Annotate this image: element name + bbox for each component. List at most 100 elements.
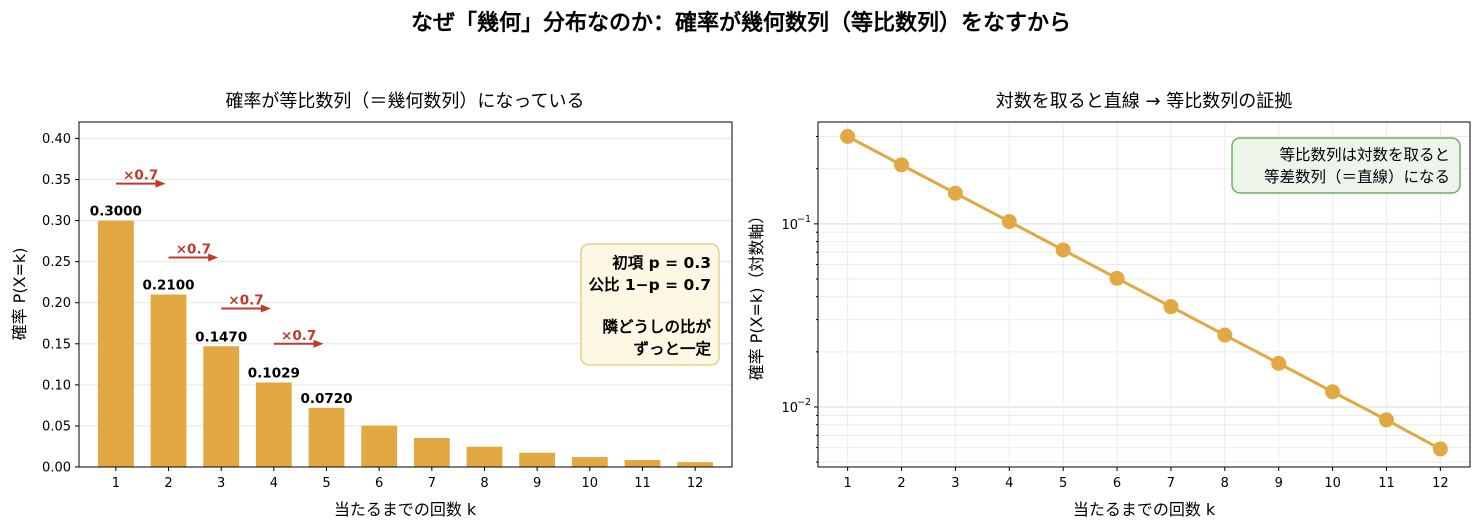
x-tick-label: 3 <box>217 476 225 491</box>
bar-11 <box>624 460 661 467</box>
x-tick-label: 10 <box>582 476 599 491</box>
bar-data-label: 0.1470 <box>195 329 247 345</box>
y-tick-label: 0.20 <box>42 296 71 311</box>
data-point-8 <box>1217 327 1233 343</box>
x-tick-label: 6 <box>1113 476 1121 491</box>
log-chart-frame <box>817 121 1471 468</box>
x-tick-label: 5 <box>322 476 330 491</box>
note-line: 隣どうしの比が <box>602 317 711 336</box>
note-line: ずっと一定 <box>633 339 711 358</box>
log-chart-y-ticks: 10−110−2 <box>781 135 818 463</box>
ratio-label: ×0.7 <box>281 328 316 344</box>
note-box <box>1231 137 1461 194</box>
x-tick-label: 5 <box>1059 476 1067 491</box>
x-tick-label: 2 <box>164 476 172 491</box>
series-line <box>846 135 1442 451</box>
bar-chart-x-label: 当たるまでの回数 k <box>334 500 477 519</box>
log-chart-y-label: 確率 P(X=k)（対数軸） <box>747 208 766 381</box>
data-point-5 <box>1055 242 1071 258</box>
bar-6 <box>361 425 398 467</box>
x-tick-label: 8 <box>480 476 488 491</box>
data-point-11 <box>1378 412 1394 428</box>
data-point-3 <box>947 185 963 201</box>
bar-3 <box>203 346 240 467</box>
data-point-2 <box>894 157 910 173</box>
bar-chart-title: 確率が等比数列（＝幾何数列）になっている <box>225 91 584 112</box>
data-point-7 <box>1163 299 1179 315</box>
data-point-9 <box>1271 355 1287 371</box>
x-tick-label: 7 <box>1167 476 1175 491</box>
x-tick-label: 9 <box>533 476 541 491</box>
note-line: 等比数列は対数を取ると <box>1279 146 1450 164</box>
bar-series <box>97 220 714 467</box>
data-point-1 <box>840 128 856 144</box>
data-point-12 <box>1432 441 1448 457</box>
y-tick-label: 0.40 <box>42 132 71 147</box>
y-tick-label: 0.15 <box>42 337 71 352</box>
ratio-arrow-head <box>155 179 166 188</box>
x-tick-label: 6 <box>375 476 383 491</box>
data-point-10 <box>1325 384 1341 400</box>
x-tick-label: 12 <box>1432 476 1449 491</box>
bar-7 <box>413 438 450 467</box>
y-tick-label: 10 <box>781 218 798 233</box>
ratio-arrow-head <box>208 253 219 262</box>
x-tick-label: 11 <box>634 476 651 491</box>
bar-chart-y-label: 確率 P(X=k) <box>10 248 29 341</box>
y-tick-label: 0.30 <box>42 214 71 229</box>
bar-chart-gridlines <box>79 137 732 468</box>
log-chart-panel: 対数を取ると直線 → 等比数列の証拠 10−110−2 1 2 3 4 5 6 7 8 9 10 1… <box>747 91 1471 519</box>
probability-series <box>840 128 1448 457</box>
y-tick-exponent: −2 <box>797 397 811 408</box>
y-tick-label: 10 <box>781 401 798 416</box>
x-tick-label: 4 <box>270 476 278 491</box>
bar-4 <box>255 382 292 467</box>
x-tick-label: 1 <box>843 476 851 491</box>
x-tick-label: 1 <box>112 476 120 491</box>
bar-chart-frame <box>78 121 733 468</box>
log-chart-x-label: 当たるまでの回数 k <box>1073 500 1216 519</box>
bar-5 <box>308 407 345 467</box>
bar-8 <box>466 446 503 467</box>
y-tick-label: 0.00 <box>42 461 71 476</box>
bar-12 <box>677 462 714 467</box>
data-point-6 <box>1109 270 1125 286</box>
figure-suptitle: なぜ「幾何」分布なのか：確率が幾何数列（等比数列）をなすから <box>411 10 1071 36</box>
x-tick-label: 3 <box>951 476 959 491</box>
bar-data-label: 0.0720 <box>300 391 352 407</box>
x-tick-label: 2 <box>897 476 905 491</box>
x-tick-label: 11 <box>1378 476 1395 491</box>
x-tick-label: 12 <box>687 476 704 491</box>
ratio-arrows: ×0.7 ×0.7 ×0.7 ×0.7 <box>115 168 324 348</box>
y-tick-label: 0.10 <box>42 378 71 393</box>
log-chart-x-ticks: 1 2 3 4 5 6 7 8 9 10 11 12 <box>843 467 1449 491</box>
bar-1 <box>97 220 134 467</box>
ratio-arrow-head <box>313 339 324 348</box>
note-line: 等差数列（＝直線）になる <box>1264 168 1450 186</box>
note-line: 公比 1−p = 0.7 <box>588 276 711 294</box>
log-chart-title: 対数を取ると直線 → 等比数列の証拠 <box>996 91 1293 112</box>
data-point-4 <box>1001 214 1017 230</box>
y-tick-label: 0.35 <box>42 173 71 188</box>
bar-chart-y-ticks: 0.00 0.05 0.10 0.15 0.20 0.25 0.30 0.35 0.40 <box>42 132 79 476</box>
note-box <box>580 243 720 366</box>
x-tick-label: 4 <box>1005 476 1013 491</box>
bar-chart-x-ticks: 1 2 3 4 5 6 7 8 9 10 11 12 <box>112 467 704 491</box>
bar-data-label: 0.2100 <box>142 278 194 294</box>
y-tick-exponent: −1 <box>797 214 811 225</box>
bar-2 <box>150 294 187 467</box>
x-tick-label: 10 <box>1324 476 1341 491</box>
note-line: 初項 p = 0.3 <box>612 253 711 272</box>
x-tick-label: 8 <box>1221 476 1229 491</box>
bar-9 <box>519 452 556 467</box>
bar-data-label: 0.3000 <box>90 204 142 220</box>
y-tick-label: 0.05 <box>42 419 71 434</box>
ratio-label: ×0.7 <box>123 168 158 184</box>
ratio-label: ×0.7 <box>176 242 211 258</box>
bar-chart-panel: 確率が等比数列（＝幾何数列）になっている 0.3000 0.2100 0.1470 0… <box>10 91 733 519</box>
x-tick-label: 7 <box>428 476 436 491</box>
